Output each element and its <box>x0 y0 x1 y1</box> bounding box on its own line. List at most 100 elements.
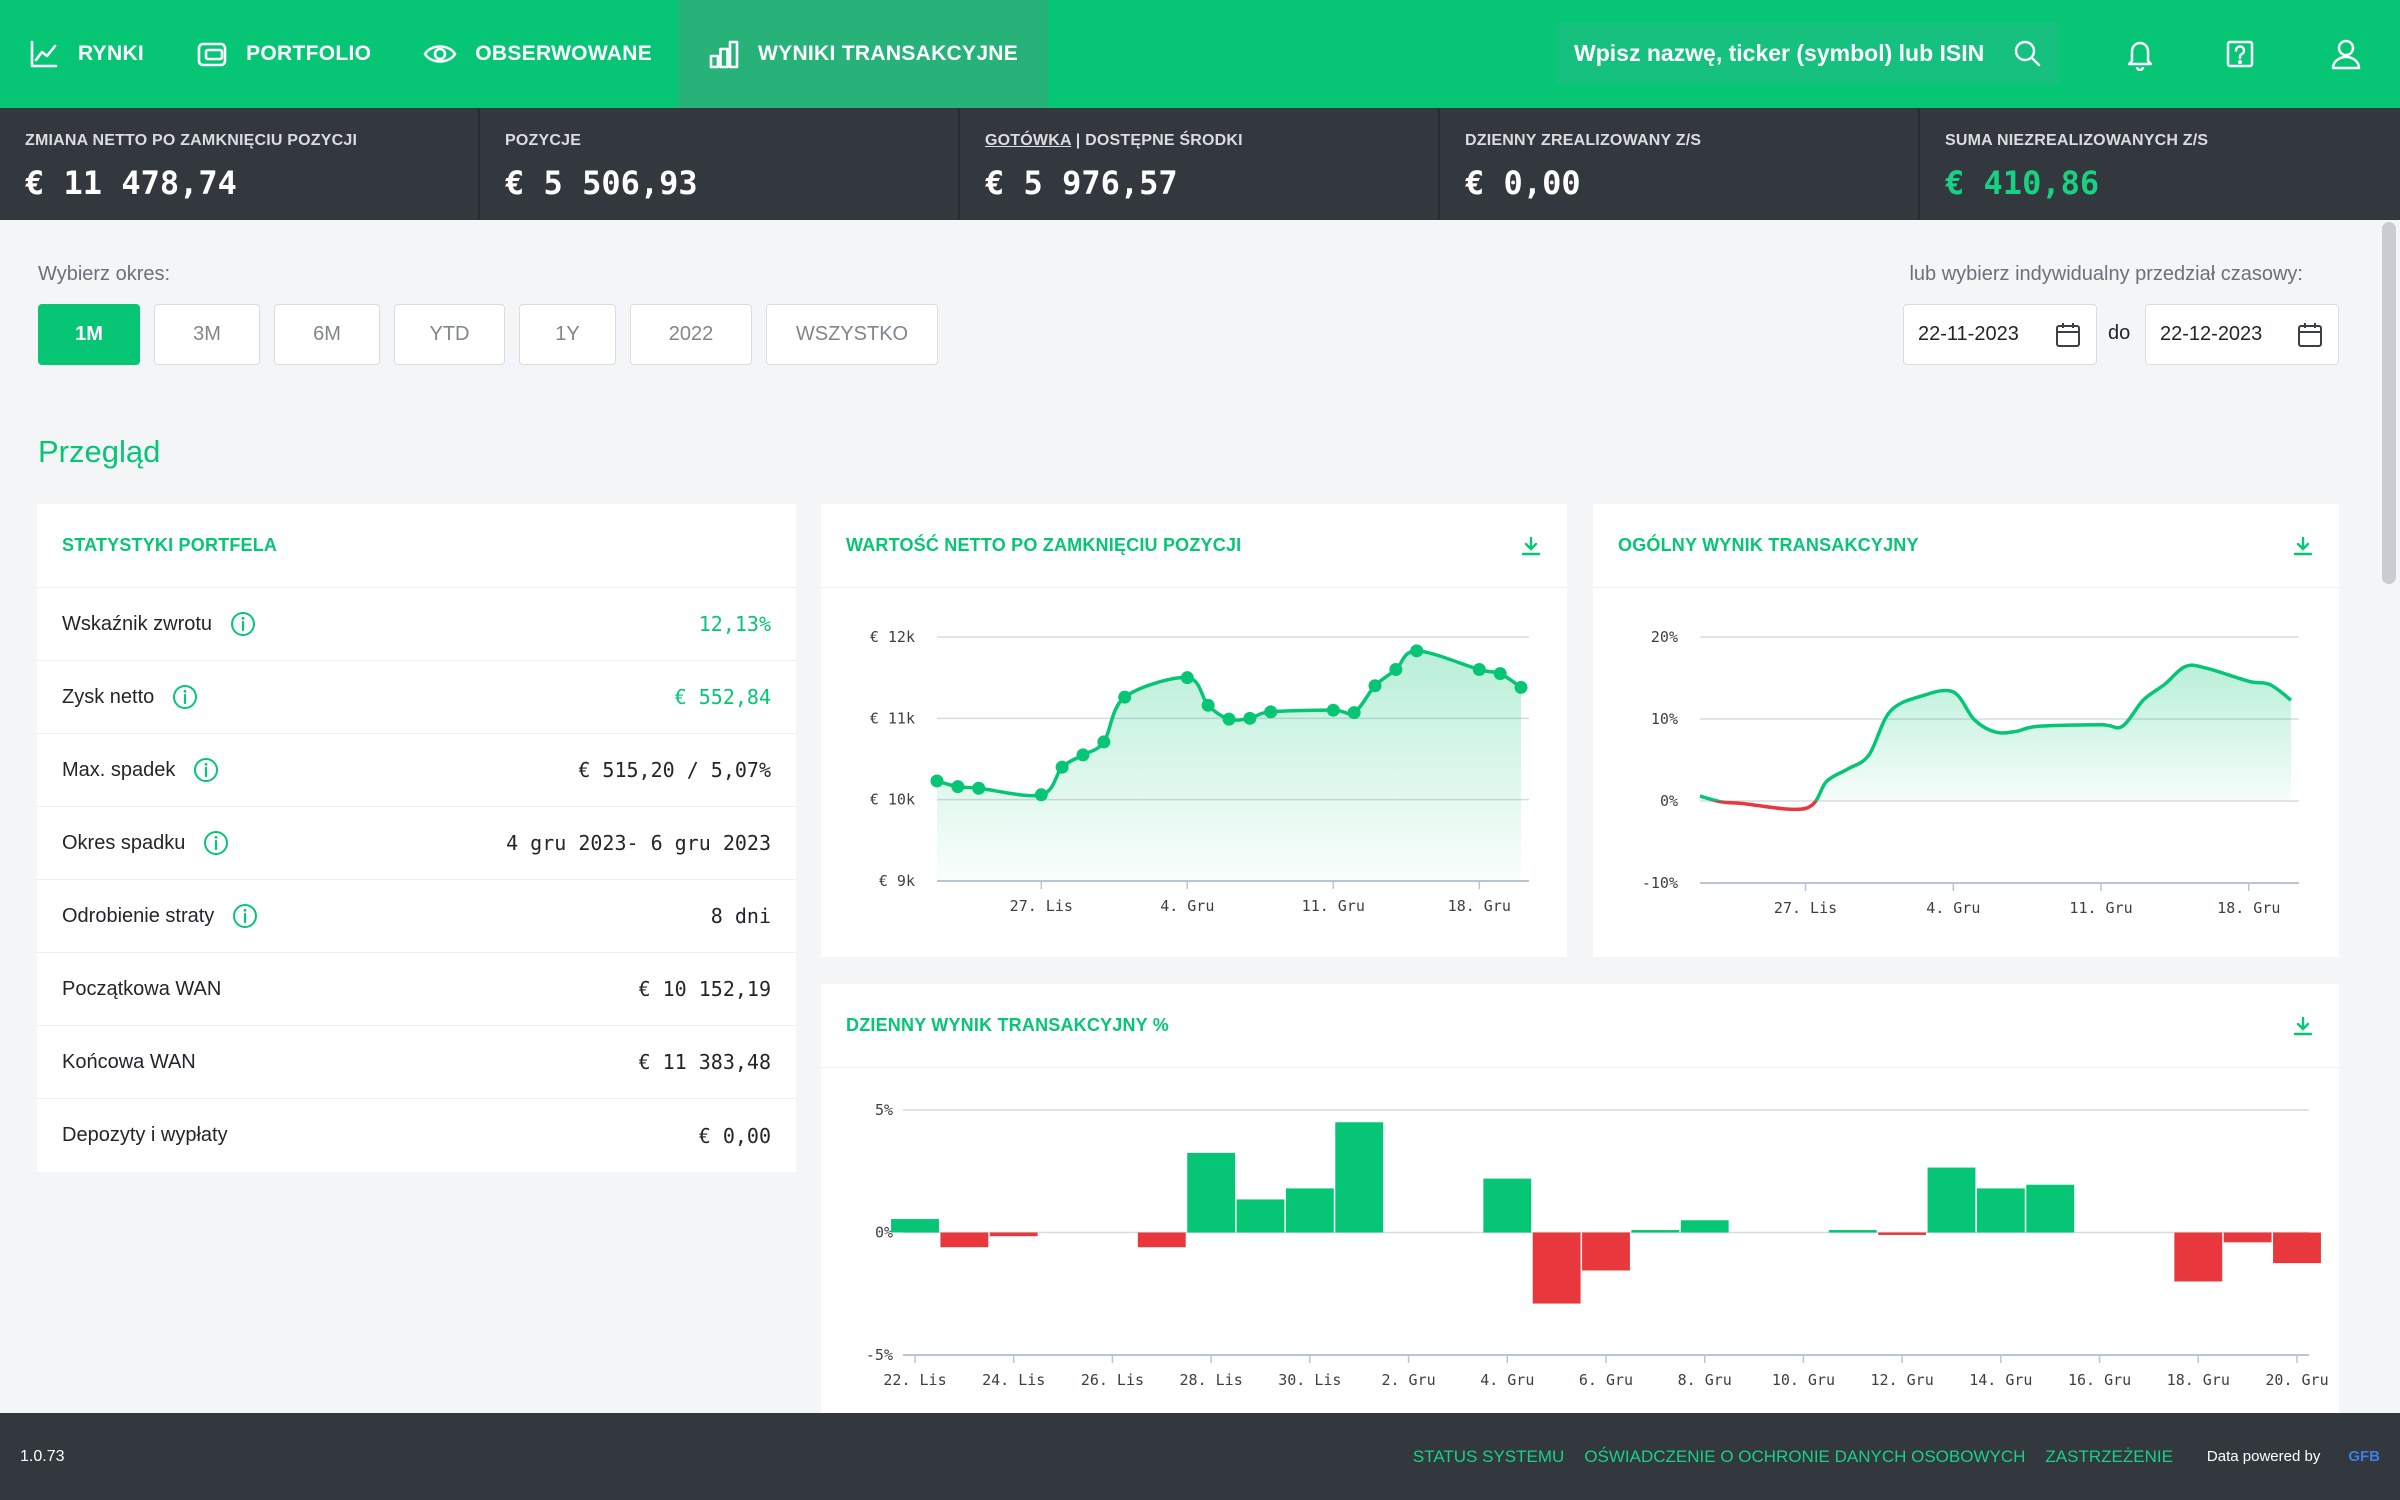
bar <box>989 1232 1038 1237</box>
net-value-chart-card: WARTOŚĆ NETTO PO ZAMKNIĘCIU POZYCJI € 12… <box>821 504 1567 957</box>
stat-row: Wskaźnik zwrotu 12,13% <box>37 588 796 661</box>
y-tick-label: 10% <box>1651 710 1678 728</box>
info-icon[interactable] <box>230 611 256 637</box>
nav-item-label: RYNKI <box>78 42 145 65</box>
line-chart-icon <box>30 40 58 68</box>
period-button-1m[interactable]: 1M <box>38 304 140 365</box>
net-value-chart: € 12k € 11k € 10k € 9k 27. Lis 4. Gru 11. Gru 1… <box>870 628 1529 915</box>
bar <box>1483 1178 1532 1233</box>
nav-item-obserwowane[interactable]: OBSERWOWANE <box>397 0 678 108</box>
y-tick-label: -5% <box>866 1346 893 1364</box>
data-point <box>972 781 986 795</box>
x-tick-label: 16. Gru <box>2068 1371 2131 1389</box>
data-point <box>1180 671 1194 685</box>
bar <box>891 1219 939 1233</box>
info-icon[interactable] <box>193 757 219 783</box>
nav-item-rynki[interactable]: RYNKI <box>0 0 170 108</box>
custom-range-label: lub wybierz indywidualny przedział czaso… <box>1909 263 2303 285</box>
bar <box>1285 1188 1334 1233</box>
summary-positions: POZYCJE € 5 506,93 <box>480 108 960 220</box>
data-point <box>1243 711 1257 725</box>
calendar-icon[interactable] <box>2054 321 2082 349</box>
x-tick-label: 11. Gru <box>1302 897 1365 915</box>
period-button-1y[interactable]: 1Y <box>519 304 616 365</box>
series-line-positive <box>1699 663 2293 801</box>
search-icon[interactable] <box>2012 38 2042 68</box>
calendar-icon[interactable] <box>2296 321 2324 349</box>
card-title: WARTOŚĆ NETTO PO ZAMKNIĘCIU POZYCJI <box>846 535 1242 555</box>
bar <box>2174 1232 2223 1282</box>
date-to-label: do <box>2108 322 2131 344</box>
period-button-2022[interactable]: 2022 <box>630 304 752 365</box>
card-title: DZIENNY WYNIK TRANSAKCYJNY % <box>846 1015 1169 1035</box>
summary-value: € 0,00 <box>1465 164 1581 202</box>
card-title: OGÓLNY WYNIK TRANSAKCYJNY <box>1618 535 1919 555</box>
data-point <box>1514 680 1528 694</box>
wallet-icon <box>197 42 227 67</box>
period-button-all[interactable]: WSZYSTKO <box>766 304 938 365</box>
cash-link[interactable]: GOTÓWKA <box>985 132 1072 149</box>
stat-label: Max. spadek <box>62 758 176 781</box>
eye-icon <box>423 45 457 63</box>
download-icon[interactable] <box>2292 535 2314 557</box>
summary-unrealized: SUMA NIEZREALIZOWANYCH Z/S € 410,86 <box>1920 108 2400 220</box>
footer: 1.0.73 STATUS SYSTEMU OŚWIADCZENIE O OCH… <box>0 1413 2400 1500</box>
bar-chart-icon <box>709 40 739 69</box>
data-point <box>1055 760 1069 774</box>
x-tick-label: 10. Gru <box>1772 1371 1835 1389</box>
period-buttons: 1M 3M 6M YTD 1Y 2022 WSZYSTKO <box>38 304 938 365</box>
stat-row: Depozyty i wypłaty € 0,00 <box>37 1099 796 1172</box>
page-scrollbar[interactable] <box>2382 222 2396 584</box>
period-button-ytd[interactable]: YTD <box>394 304 505 365</box>
daily-result-chart: 5% 0% -5% 22. Lis 24. Lis 26. Lis 28. Lis 30. L… <box>866 1101 2329 1389</box>
footer-link-privacy[interactable]: OŚWIADCZENIE O OCHRONIE DANYCH OSOBOWYCH <box>1584 1446 2026 1466</box>
footer-links: STATUS SYSTEMU OŚWIADCZENIE O OCHRONIE D… <box>1413 1447 2380 1467</box>
data-point <box>930 774 944 788</box>
summary-value: € 5 976,57 <box>985 164 1178 202</box>
bell-icon[interactable] <box>2116 30 2164 78</box>
nav-item-wyniki-transakcyjne[interactable]: WYNIKI TRANSAKCYJNE <box>678 0 1049 108</box>
help-icon[interactable] <box>2216 30 2264 78</box>
footer-link-disclaimer[interactable]: ZASTRZEŻENIE <box>2045 1446 2173 1466</box>
y-tick-label: € 10k <box>870 791 915 809</box>
period-button-3m[interactable]: 3M <box>154 304 260 365</box>
bar <box>2273 1232 2321 1264</box>
period-button-6m[interactable]: 6M <box>274 304 380 365</box>
date-from-field[interactable]: 22-11-2023 <box>1903 304 2097 365</box>
stat-value: € 10 152,19 <box>638 977 771 1001</box>
summary-value: € 11 478,74 <box>25 164 237 202</box>
bar <box>1137 1232 1186 1248</box>
x-tick-label: 22. Lis <box>883 1371 946 1389</box>
bar <box>1927 1167 1976 1233</box>
date-to-field[interactable]: 22-12-2023 <box>2145 304 2339 365</box>
bar <box>1878 1232 1927 1235</box>
summary-label: GOTÓWKA | DOSTĘPNE ŚRODKI <box>985 132 1413 150</box>
search-input[interactable] <box>1574 39 2012 67</box>
download-icon[interactable] <box>2292 1015 2314 1037</box>
info-icon[interactable] <box>203 830 229 856</box>
summary-net-change: ZMIANA NETTO PO ZAMKNIĘCIU POZYCJI € 11 … <box>0 108 480 220</box>
summary-label-rest: | DOSTĘPNE ŚRODKI <box>1071 132 1243 149</box>
stat-value: € 11 383,48 <box>638 1050 771 1074</box>
x-tick-label: 30. Lis <box>1278 1371 1341 1389</box>
section-title: Przegląd <box>38 434 161 469</box>
download-icon[interactable] <box>1520 535 1542 557</box>
card-header: OGÓLNY WYNIK TRANSAKCYJNY <box>1593 504 2339 588</box>
info-icon[interactable] <box>172 684 198 710</box>
bar <box>1532 1232 1581 1304</box>
data-point <box>1201 698 1215 712</box>
bar <box>1236 1199 1285 1233</box>
user-icon[interactable] <box>2322 30 2370 78</box>
stat-value: 8 dni <box>710 904 771 928</box>
stat-row: Odrobienie straty 8 dni <box>37 880 796 953</box>
y-tick-label: 0% <box>1660 792 1678 810</box>
period-label: Wybierz okres: <box>38 263 171 285</box>
nav-item-portfolio[interactable]: PORTFOLIO <box>170 0 397 108</box>
data-point <box>1076 748 1090 762</box>
footer-link-system-status[interactable]: STATUS SYSTEMU <box>1412 1446 1565 1466</box>
stat-value: € 552,84 <box>674 685 771 709</box>
info-icon[interactable] <box>232 903 258 929</box>
bar <box>1976 1188 2025 1233</box>
stat-label: Zysk netto <box>62 685 155 708</box>
card-header: DZIENNY WYNIK TRANSAKCYJNY % <box>821 984 2339 1068</box>
